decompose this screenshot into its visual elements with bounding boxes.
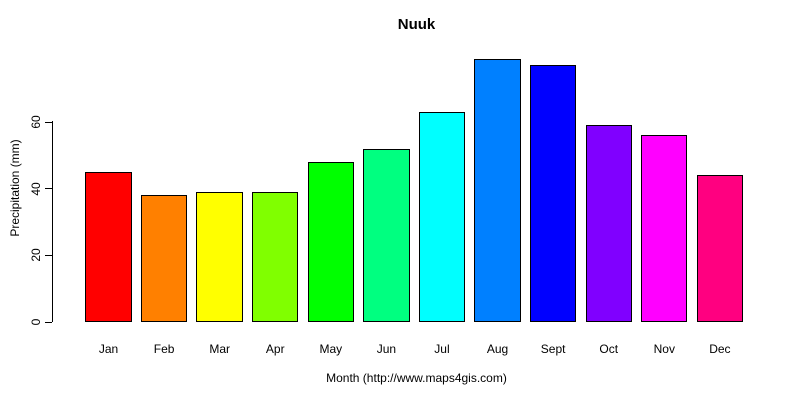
chart-title: Nuuk (397, 16, 436, 33)
x-tick-label-may: May (319, 342, 343, 356)
y-tick-mark-40 (45, 188, 52, 190)
bar-apr (252, 192, 299, 322)
x-tick-label-sept: Sept (540, 342, 566, 356)
x-tick-label-aug: Aug (486, 342, 509, 356)
x-tick-label-jan: Jan (98, 342, 119, 356)
x-tick-label-jun: Jun (376, 342, 397, 356)
bar-sept (529, 65, 577, 322)
y-tick-label-60: 60 (29, 115, 43, 129)
y-tick-mark-60 (45, 121, 52, 123)
bar-jul (418, 112, 466, 322)
x-tick-label-apr: Apr (265, 342, 285, 356)
y-tick-label-0: 0 (29, 318, 43, 326)
x-tick-label-nov: Nov (653, 342, 675, 356)
bar-oct (585, 125, 632, 322)
y-tick-label-40: 40 (29, 181, 43, 196)
bar-jan (85, 172, 132, 322)
y-axis-line (52, 121, 53, 322)
bar-dec (696, 175, 744, 322)
bar-may (307, 162, 354, 322)
bar-jun (363, 148, 410, 322)
bar-mar (196, 192, 243, 322)
x-tick-label-feb: Feb (153, 342, 175, 356)
x-tick-label-jul: Jul (434, 342, 450, 356)
y-tick-label-20: 20 (29, 248, 43, 263)
y-tick-mark-0 (45, 321, 52, 323)
x-tick-label-dec: Dec (709, 342, 731, 356)
y-axis-label: Precipitation (mm) (8, 139, 22, 237)
x-axis-label: Month (http://www.maps4gis.com) (326, 371, 507, 385)
y-tick-mark-20 (45, 254, 52, 256)
x-tick-label-mar: Mar (209, 342, 230, 356)
x-tick-label-oct: Oct (599, 342, 619, 356)
bar-feb (140, 195, 188, 322)
bar-aug (474, 58, 521, 322)
bar-nov (641, 135, 688, 322)
